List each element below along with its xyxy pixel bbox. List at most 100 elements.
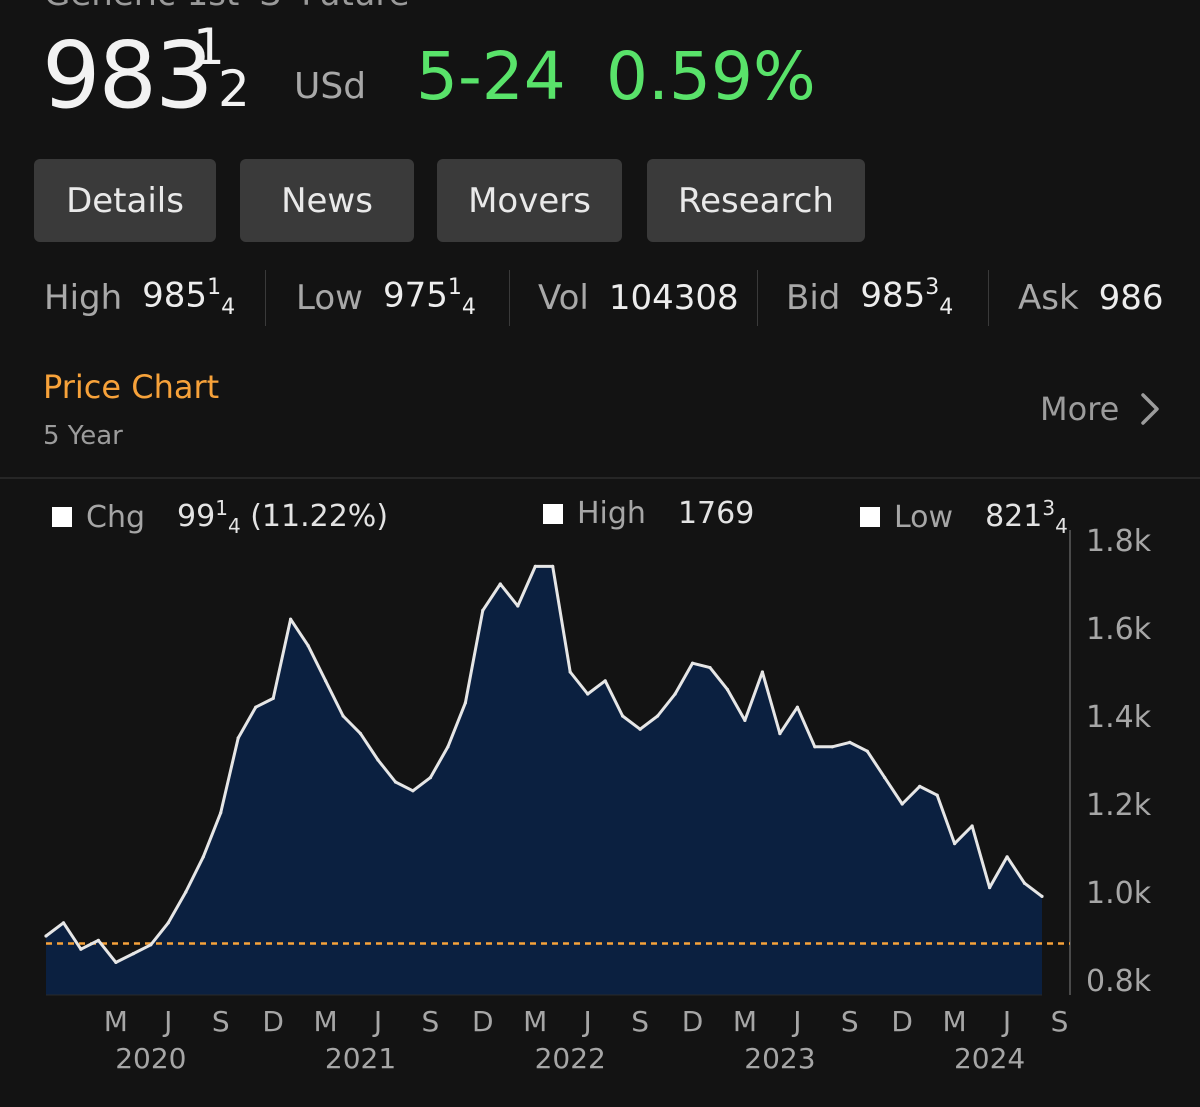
price-point xyxy=(254,705,258,709)
price-point xyxy=(551,564,555,569)
more-link[interactable]: More xyxy=(1040,390,1163,428)
x-tick-label: D xyxy=(682,1005,704,1038)
price-point xyxy=(131,952,135,956)
section-subtitle: 5 Year xyxy=(43,421,123,451)
tab-research[interactable]: Research xyxy=(647,159,865,242)
price-point xyxy=(918,784,922,789)
x-tick-label: M xyxy=(733,1005,757,1038)
price-point xyxy=(900,802,904,806)
stat-volume: Vol 104308 xyxy=(538,270,739,326)
price-points xyxy=(44,564,1044,965)
quote-stats: High 98514 Low 97514 Vol 104308 Bid 9853… xyxy=(0,270,1200,326)
price-point xyxy=(114,960,118,965)
currency-label: USd xyxy=(294,66,367,107)
stat-ask-label: Ask xyxy=(1018,278,1079,318)
y-tick-label: 1.0k xyxy=(1086,876,1152,911)
price-point xyxy=(481,608,485,613)
last-price: 983 xyxy=(42,22,214,129)
stat-bid: Bid 98534 xyxy=(786,270,953,326)
price-point xyxy=(813,745,817,749)
price-point xyxy=(236,736,240,740)
tab-news[interactable]: News xyxy=(240,159,414,242)
price-change: 5-24 xyxy=(416,38,566,115)
price-point xyxy=(376,758,380,762)
legend-low-value: 82134 xyxy=(985,496,1068,538)
stat-high-value: 98514 xyxy=(142,275,236,321)
price-point xyxy=(621,714,625,718)
y-axis: 1.8k 1.6k 1.4k 1.2k 1.0k 0.8k xyxy=(1069,524,1152,999)
x-tick-label: S xyxy=(631,1005,649,1038)
price-point xyxy=(533,564,537,569)
stat-divider xyxy=(988,270,989,326)
instrument-title: Generic 1st 'S' Future xyxy=(44,0,410,14)
stat-low-value: 97514 xyxy=(382,275,476,321)
price-area-fill xyxy=(46,566,1042,995)
price-point xyxy=(149,943,153,947)
price-point xyxy=(1005,855,1009,859)
x-tick-label: D xyxy=(262,1005,284,1038)
x-year-label: 2020 xyxy=(115,1042,186,1075)
price-point xyxy=(498,582,502,586)
legend-high-value: 1769 xyxy=(677,496,755,531)
y-tick-label: 0.8k xyxy=(1086,964,1152,999)
stat-divider xyxy=(757,270,758,326)
legend-change-value: 9914 (11.22%) xyxy=(177,496,389,538)
price-point xyxy=(184,890,188,894)
price-change-percent: 0.59% xyxy=(606,38,816,115)
stat-ask: Ask 986 xyxy=(1018,270,1164,326)
x-tick-label: J xyxy=(582,1005,592,1038)
price-point xyxy=(690,661,695,665)
price-point xyxy=(79,947,83,951)
price-point xyxy=(830,745,834,749)
price-point xyxy=(1040,894,1044,899)
chevron-right-icon xyxy=(1141,393,1160,425)
legend-change-label: Chg xyxy=(86,499,146,535)
price-point xyxy=(656,714,660,718)
x-tick-label: D xyxy=(891,1005,913,1038)
price-point xyxy=(743,718,747,723)
x-year-label: 2023 xyxy=(744,1042,815,1075)
price-point xyxy=(988,886,992,890)
price-point xyxy=(393,780,398,784)
legend-marker xyxy=(860,507,880,527)
x-tick-label: M xyxy=(313,1005,337,1038)
stat-volume-value: 104308 xyxy=(608,278,739,318)
price-point xyxy=(848,740,852,745)
x-year-label: 2022 xyxy=(535,1042,606,1075)
price-point xyxy=(358,732,363,736)
x-year-label: 2021 xyxy=(325,1042,396,1075)
price-point xyxy=(725,688,730,692)
legend-marker xyxy=(52,507,72,527)
price-point xyxy=(306,644,310,648)
price-point xyxy=(219,811,223,815)
x-tick-label: M xyxy=(943,1005,967,1038)
x-tick-label: S xyxy=(212,1005,230,1038)
price-point xyxy=(96,938,100,943)
price-point xyxy=(603,679,607,683)
x-tick-label: M xyxy=(104,1005,128,1038)
price-point xyxy=(935,793,939,797)
x-tick-label: D xyxy=(472,1005,494,1038)
more-link-label: More xyxy=(1040,390,1120,428)
tab-movers[interactable]: Movers xyxy=(437,159,622,242)
price-point xyxy=(760,670,765,674)
price-point xyxy=(446,745,450,749)
price-point xyxy=(61,921,66,925)
x-tick-label: S xyxy=(422,1005,440,1038)
x-year-label: 2024 xyxy=(954,1042,1025,1075)
price-point xyxy=(166,921,170,925)
price-point xyxy=(568,670,572,674)
price-point xyxy=(201,855,205,859)
stat-low-label: Low xyxy=(296,278,363,318)
price-point xyxy=(883,776,887,780)
price-point xyxy=(341,714,345,718)
price-point xyxy=(778,732,782,736)
y-tick-label: 1.4k xyxy=(1086,700,1152,735)
x-tick-label: S xyxy=(1051,1005,1069,1038)
price-point xyxy=(411,789,415,793)
tab-details[interactable]: Details xyxy=(34,159,216,242)
price-point xyxy=(795,705,800,709)
x-tick-label: J xyxy=(1001,1005,1011,1038)
